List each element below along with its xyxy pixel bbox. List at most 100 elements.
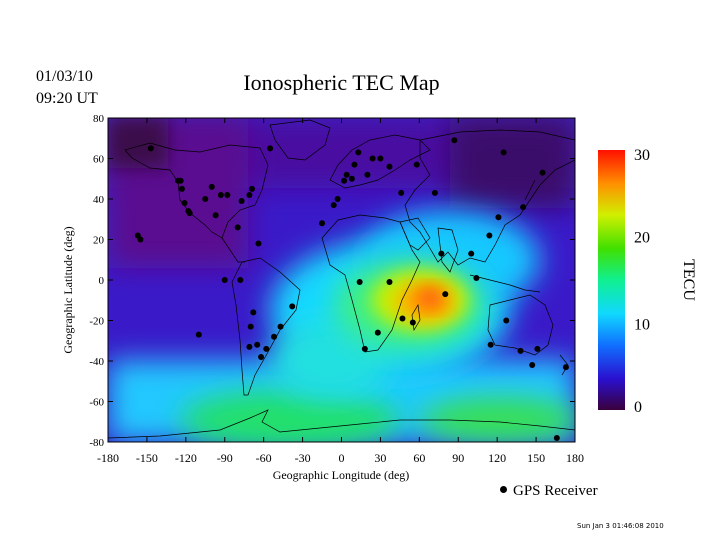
australia-outline	[487, 294, 554, 356]
gps-receiver-point	[237, 277, 244, 283]
gps-receiver-point	[517, 347, 524, 354]
x-tick-label: -120	[175, 451, 197, 465]
gps-receiver-point	[217, 191, 224, 198]
gps-receiver-point	[486, 232, 493, 239]
gps-receiver-point	[348, 175, 355, 182]
gps-receiver-point	[374, 329, 381, 336]
y-tick-label: -80	[89, 437, 104, 449]
gps-receiver-point	[267, 145, 274, 152]
gps-receiver-point	[246, 343, 253, 350]
gps-receivers	[134, 137, 569, 441]
x-tick-label: -180	[97, 451, 119, 465]
arabia-outline	[399, 217, 431, 251]
gps-receiver-point	[468, 250, 475, 257]
x-tick-label: 30	[374, 451, 386, 465]
gps-receiver-point	[248, 185, 255, 192]
gps-receiver-point	[369, 155, 376, 162]
gps-receiver-point	[177, 177, 184, 184]
x-axis: -180 -150 -120 -90 -60 -30 0 30 60 90 120 150 180	[97, 118, 584, 465]
gps-receiver-point	[438, 250, 445, 257]
gps-receiver-point	[386, 279, 393, 286]
map-time: 09:20 UT	[36, 90, 98, 107]
x-tick-label: 180	[566, 451, 584, 465]
gps-receiver-point	[553, 434, 560, 441]
gps-receiver-point	[355, 149, 362, 156]
x-tick-label: 90	[452, 451, 464, 465]
y-tick-label: 20	[93, 235, 105, 247]
y-axis: 80 60 40 20 0 -20 -40 -60 -80	[89, 113, 575, 449]
gps-receiver-point	[271, 333, 278, 340]
colorbar-tick-label: 20	[634, 230, 650, 247]
africa-outline	[321, 214, 421, 353]
gps-receiver-point	[147, 145, 154, 152]
legend-gps-receiver: GPS Receiver	[500, 483, 598, 500]
gps-receiver-point	[520, 204, 527, 211]
gps-receiver-point	[186, 210, 193, 217]
gps-receiver-point	[442, 291, 449, 298]
gps-receiver-point	[487, 341, 494, 348]
gps-receiver-point	[341, 177, 348, 184]
indonesia-outline	[469, 274, 541, 293]
gps-receiver-point	[224, 191, 231, 198]
south-america-outline	[231, 257, 301, 396]
gps-receiver-point	[398, 189, 405, 196]
gps-receiver-point	[178, 185, 185, 192]
gps-receiver-point	[181, 200, 188, 207]
gps-receiver-point	[364, 171, 371, 178]
y-tick-label: 40	[93, 194, 105, 206]
y-tick-label: -60	[89, 397, 104, 409]
x-tick-label: -90	[217, 451, 233, 465]
colorbar-label: TECU	[680, 259, 697, 301]
gps-receiver-point	[334, 196, 341, 202]
gps-receiver-point	[413, 161, 420, 168]
gps-receiver-point	[137, 236, 144, 243]
gps-receiver-point	[534, 345, 541, 352]
colorbar	[598, 150, 625, 410]
gps-receiver-point	[289, 303, 296, 310]
gps-receiver-point	[277, 323, 284, 330]
central-america-outline	[221, 237, 245, 263]
x-axis-label: Geographic Longitude (deg)	[273, 468, 410, 482]
gps-receiver-point	[473, 274, 480, 281]
tec-field	[108, 118, 575, 442]
europe-outline	[329, 134, 431, 189]
y-tick-label: 80	[93, 113, 105, 125]
gps-receiver-point	[529, 362, 536, 369]
colorbar-tick-label: 0	[634, 399, 642, 416]
gps-receiver-dot-icon	[500, 486, 507, 493]
page-title: Ionospheric TEC Map	[243, 70, 440, 95]
gps-receiver-point	[195, 331, 202, 338]
x-tick-label: 120	[488, 451, 506, 465]
x-tick-label: 150	[527, 451, 545, 465]
antarctica-outline	[108, 409, 575, 439]
x-tick-label: -30	[295, 451, 311, 465]
gps-receiver-point	[254, 341, 261, 348]
y-axis-label: Geographic Latitude (deg)	[61, 226, 75, 353]
gps-receiver-point	[238, 198, 245, 205]
x-tick-label: -150	[136, 451, 158, 465]
colorbar-tick-label: 30	[634, 147, 650, 164]
y-tick-label: -40	[89, 356, 104, 368]
y-tick-label: -20	[89, 316, 104, 328]
timestamp: 01/03/10 09:20 UT	[36, 66, 98, 110]
gps-receiver-point	[202, 196, 209, 202]
gps-receiver-point	[451, 137, 458, 144]
gps-receiver-point	[234, 224, 241, 231]
gps-receiver-point	[539, 169, 546, 176]
gps-receiver-point	[263, 345, 270, 352]
gps-receiver-point	[330, 202, 337, 209]
colorbar-tick-label: 10	[634, 316, 650, 333]
gps-receiver-point	[356, 279, 363, 286]
gps-receiver-point	[386, 163, 393, 170]
gps-receiver-point	[212, 212, 219, 219]
map-date: 01/03/10	[36, 68, 93, 85]
y-tick-label: 0	[99, 275, 105, 287]
gps-receiver-point	[431, 189, 438, 196]
gps-receiver-point	[495, 214, 502, 221]
gps-receiver-point	[319, 220, 326, 227]
colorbar-ticks: 30 20 10 0	[634, 147, 650, 416]
coastlines	[108, 119, 575, 439]
asia-outline	[404, 129, 575, 266]
gps-receiver-point	[208, 183, 215, 190]
legend-label: GPS Receiver	[513, 483, 598, 499]
